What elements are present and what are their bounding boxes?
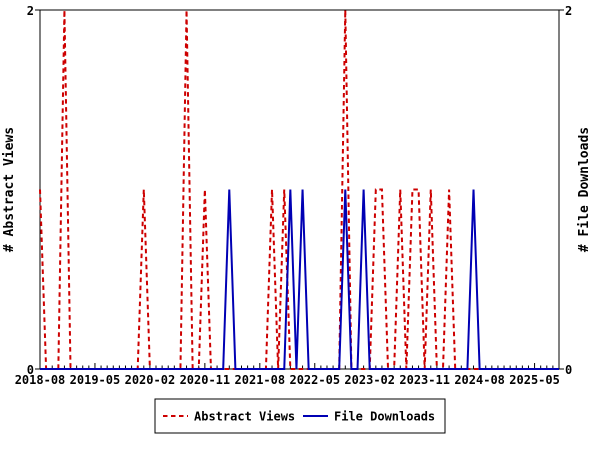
x-tick-label: 2022-05 [289, 373, 340, 387]
x-tick-label: 2023-02 [344, 373, 395, 387]
x-tick-label: 2020-02 [125, 373, 176, 387]
abstract-views-line [39, 9, 559, 370]
legend-label-abstract-views: Abstract Views [194, 410, 295, 424]
file-downloads-line [40, 189, 559, 370]
legend-box [154, 398, 446, 434]
x-tick-label: 2021-08 [235, 373, 286, 387]
x-tick-label: 2020-11 [180, 373, 231, 387]
y-tick-label-left-top: 2 [27, 4, 34, 18]
x-tick-label: 2018-08 [15, 373, 66, 387]
x-tick-label: 2023-11 [399, 373, 450, 387]
x-tick-label: 2019-05 [70, 373, 121, 387]
y-tick-label-left-bottom: 0 [27, 363, 34, 377]
y-tick-label-right-bottom: 0 [565, 363, 572, 377]
x-tick-label: 2024-08 [454, 373, 505, 387]
right-axis-title: # File Downloads [577, 127, 592, 252]
y-tick-label-right-top: 2 [565, 4, 572, 18]
left-axis-title: # Abstract Views [2, 127, 17, 252]
x-tick-label: 2025-05 [509, 373, 560, 387]
legend-label-file-downloads: File Downloads [334, 410, 435, 424]
